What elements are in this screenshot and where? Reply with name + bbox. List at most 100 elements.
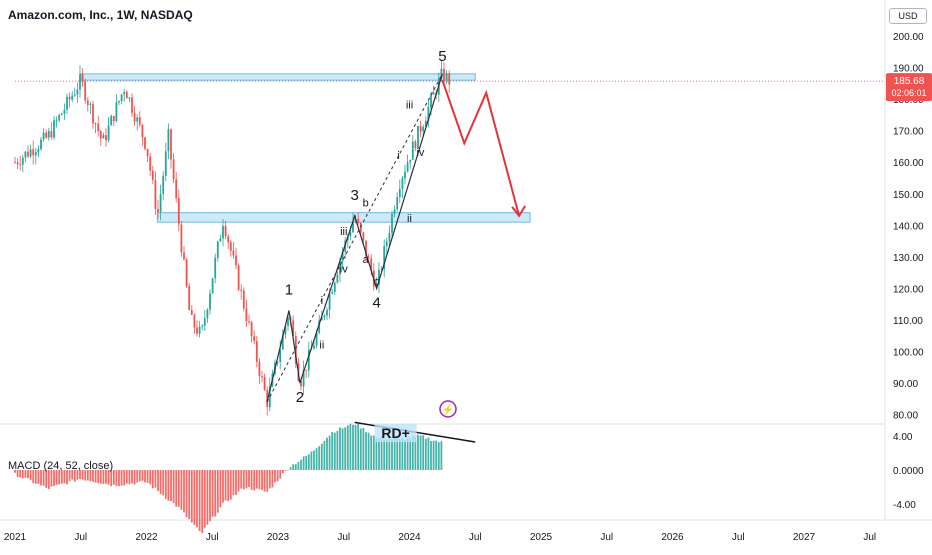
time-tick-label: Jul [863, 532, 876, 543]
macd-bar [268, 470, 271, 489]
macd-bar [305, 455, 308, 470]
candle-body [118, 101, 120, 103]
macd-bar [190, 470, 193, 523]
candle-body [414, 141, 417, 149]
candle-body [427, 107, 430, 121]
macd-bar [313, 450, 315, 470]
macd-bar [216, 470, 219, 513]
candle-body [141, 124, 144, 138]
macd-bar [138, 470, 141, 482]
candle-body [341, 251, 344, 262]
candle-body [383, 246, 386, 270]
macd-bar [279, 470, 282, 479]
macd-bar [281, 470, 284, 474]
macd-bar [365, 432, 367, 470]
candle-body [203, 318, 206, 326]
candle-body [42, 132, 45, 140]
candle-body [159, 193, 162, 212]
candle-body [128, 97, 131, 99]
candle-body [216, 241, 219, 258]
macd-bar [79, 470, 81, 479]
time-tick-label: 2024 [398, 532, 421, 543]
time-tick-label: 2021 [4, 532, 27, 543]
candle-body [32, 149, 35, 156]
macd-bar [193, 470, 196, 525]
wave-label: 3 [351, 187, 359, 204]
macd-bar [315, 448, 318, 470]
candle-body [294, 336, 297, 364]
candle-body [131, 97, 133, 113]
time-tick-label: Jul [732, 532, 745, 543]
macd-bar [209, 470, 211, 522]
candle-body [404, 171, 406, 179]
candle-body [445, 73, 448, 81]
wave-label: a [363, 254, 370, 266]
candle-body [81, 74, 84, 82]
macd-bar [242, 470, 245, 490]
macd-bar [45, 470, 48, 488]
candle-body [180, 224, 183, 253]
macd-bar [274, 470, 276, 483]
candle-body [333, 282, 336, 293]
macd-bar [401, 438, 404, 470]
time-tick-label: 2025 [530, 532, 553, 543]
macd-bar [336, 430, 339, 470]
candle-body [66, 96, 68, 110]
macd-bar [349, 423, 352, 470]
time-tick-label: 2023 [267, 532, 290, 543]
macd-bar [94, 470, 97, 483]
macd-bar [284, 470, 287, 471]
macd-bar [419, 435, 422, 470]
candle-body [232, 250, 235, 256]
macd-bar [180, 470, 183, 510]
candle-body [237, 265, 240, 290]
candle-body [123, 91, 126, 95]
chart-title: Amazon.com, Inc., 1W, NASDAQ [8, 8, 193, 22]
wave-label: i [397, 150, 399, 162]
candle-body [448, 73, 451, 85]
candle-body [406, 162, 409, 172]
macd-bar [198, 470, 201, 532]
candle-body [222, 225, 224, 239]
candle-body [443, 68, 445, 81]
candle-body [73, 94, 76, 96]
candle-body [242, 290, 245, 309]
macd-bar [27, 470, 29, 479]
candle-body [175, 179, 178, 198]
candle-body [266, 390, 269, 407]
candle-body [16, 162, 19, 165]
wave-label: c [374, 276, 380, 288]
macd-bar [214, 470, 217, 517]
last-price-label: 185.68 [894, 76, 925, 87]
macd-bar [310, 451, 313, 470]
candle-body [183, 252, 185, 260]
candle-body [323, 315, 326, 318]
candle-body [125, 91, 128, 99]
candle-body [359, 222, 362, 233]
macd-bar [385, 439, 388, 470]
candle-body [193, 314, 196, 328]
macd-bar [362, 427, 365, 470]
macd-bar [253, 470, 256, 491]
macd-bar [84, 470, 87, 481]
candle-body [21, 157, 24, 165]
candle-body [276, 361, 279, 363]
macd-bar [261, 470, 263, 490]
price-tick-label: 190.00 [893, 64, 924, 75]
macd-bar [115, 470, 118, 487]
macd-bar [128, 470, 131, 485]
macd-bar [89, 470, 92, 482]
macd-bar [432, 440, 435, 470]
candle-body [201, 325, 204, 327]
macd-bar [424, 438, 427, 470]
candle-body [393, 209, 396, 214]
macd-bar [372, 435, 375, 470]
currency-button[interactable]: USD [889, 8, 927, 24]
candle-body [261, 376, 263, 378]
forecast-arrowhead [511, 205, 526, 218]
wave-label: ii [319, 339, 324, 351]
macd-bar [211, 470, 214, 517]
candle-body [224, 225, 227, 237]
